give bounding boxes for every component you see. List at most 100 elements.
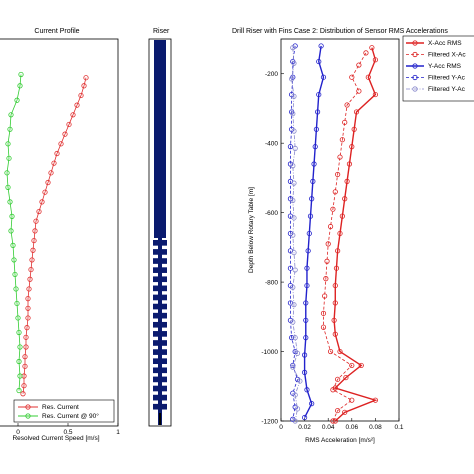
riser-fin [153, 303, 167, 310]
data-point [291, 93, 297, 99]
data-point [290, 197, 296, 204]
data-point [339, 137, 345, 143]
data-point [306, 230, 312, 237]
riser-fin [153, 349, 167, 355]
data-point [339, 213, 345, 219]
data-point [289, 76, 295, 82]
data-point [335, 248, 341, 254]
data-point [332, 300, 338, 306]
data-point [294, 350, 301, 356]
data-point [289, 335, 295, 341]
y-tick-label: -1200 [261, 418, 278, 425]
data-point [316, 91, 322, 98]
data-point [304, 282, 310, 289]
data-point [36, 208, 42, 215]
data-point [292, 335, 298, 341]
riser-tail [159, 413, 161, 425]
legend-label: Filtered Y-Ac [428, 75, 466, 82]
data-point [322, 293, 328, 299]
data-point [292, 418, 298, 424]
data-point [303, 317, 309, 323]
data-point [292, 145, 298, 151]
data-point [303, 300, 309, 306]
data-point [5, 184, 11, 190]
data-point [349, 362, 355, 369]
data-point [290, 111, 296, 117]
riser-fin [153, 358, 167, 365]
riser-fin [153, 294, 167, 301]
data-point [31, 237, 37, 244]
legend-marker [412, 40, 418, 46]
data-point [6, 155, 12, 161]
riser-fin [153, 276, 167, 283]
y-tick-label: -200 [265, 71, 278, 78]
data-point [78, 92, 84, 99]
data-point [304, 387, 310, 393]
data-point [4, 170, 10, 176]
legend-marker [412, 63, 418, 69]
data-point [66, 121, 72, 128]
x-tick-label: 0.1 [394, 424, 403, 431]
data-point [27, 276, 33, 282]
data-point [327, 348, 334, 355]
y-tick-label: -1000 [261, 349, 278, 356]
data-point [23, 334, 29, 340]
data-point [337, 348, 343, 355]
series-line-2 [303, 45, 325, 418]
data-point [372, 57, 378, 63]
data-point [48, 170, 54, 176]
data-point [316, 58, 322, 65]
series-line-1 [323, 52, 367, 422]
data-point [343, 374, 349, 381]
riser-fin [153, 331, 167, 337]
data-point [314, 109, 321, 115]
data-point [304, 265, 310, 271]
data-point [313, 126, 319, 132]
data-point [290, 163, 296, 169]
legend-label: Y-Acc RMS [428, 63, 462, 70]
rms-chart-title: Drill Riser with Fins Case 2: Distributi… [232, 28, 448, 35]
x-tick-label: 0.04 [322, 424, 335, 431]
data-point [24, 325, 30, 331]
data-point [365, 74, 371, 80]
data-point [25, 315, 31, 321]
data-point [32, 228, 38, 234]
data-point [297, 378, 303, 384]
riser-fin [153, 312, 167, 319]
data-point [332, 418, 338, 424]
data-point [287, 265, 294, 271]
data-point [33, 218, 39, 224]
data-point [291, 302, 297, 308]
current-profile-legend: Res. Current Res. Current @ 90° [13, 399, 115, 423]
x-tick-label: 0 [279, 424, 283, 431]
data-point [312, 144, 318, 150]
data-point [54, 150, 60, 157]
data-point [39, 199, 45, 205]
legend-res-current: Res. Current [42, 404, 79, 411]
data-point [51, 160, 57, 166]
data-point [290, 319, 296, 325]
rms-x-label: RMS Acceleration [m/s²] [305, 437, 375, 444]
data-point [21, 383, 27, 389]
data-point [337, 154, 343, 160]
x-tick-label: 0 [16, 429, 20, 436]
x-tick-label: 0.5 [63, 429, 72, 436]
data-point [8, 228, 14, 234]
data-point [353, 109, 360, 115]
y-tick-label: -600 [265, 210, 278, 217]
riser-bare-section [154, 40, 166, 238]
data-point [301, 352, 308, 358]
data-point [290, 364, 296, 370]
y-tick-label: -800 [265, 279, 278, 286]
data-point [331, 317, 337, 323]
legend-marker [412, 86, 418, 92]
data-point [22, 354, 28, 360]
data-point [30, 247, 36, 253]
data-point [291, 249, 297, 256]
data-point [26, 286, 32, 292]
data-point [342, 409, 348, 415]
data-point [16, 387, 22, 394]
data-point [14, 97, 20, 103]
data-point [324, 258, 330, 264]
data-point [62, 131, 68, 137]
